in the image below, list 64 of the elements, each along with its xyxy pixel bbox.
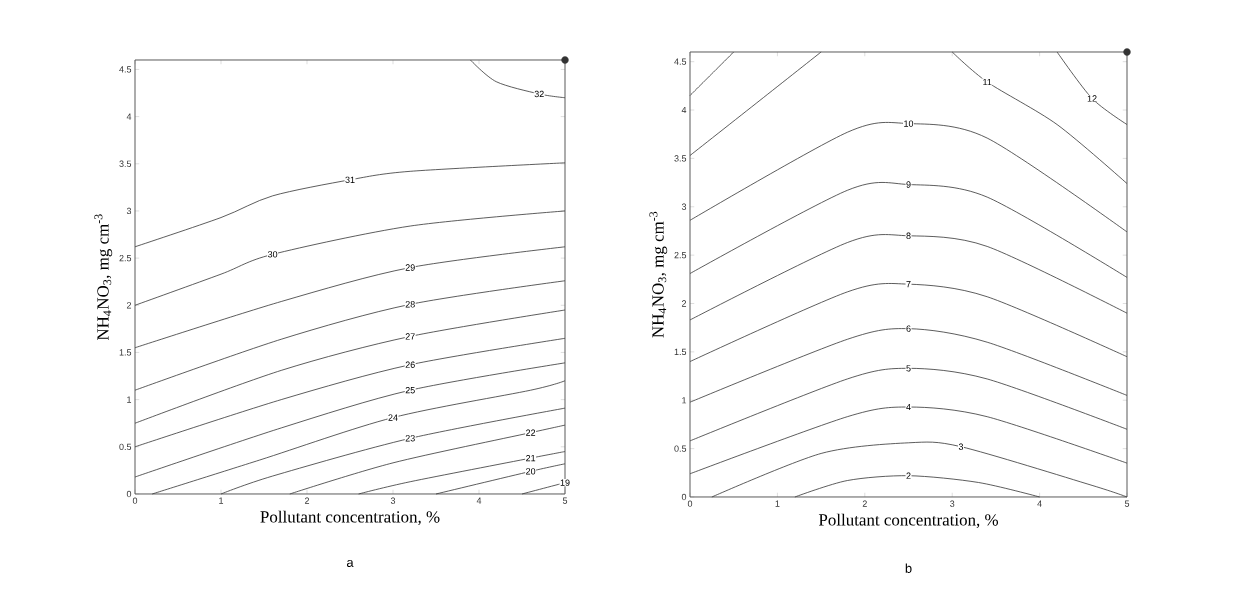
y-tick-label: 1.5 bbox=[119, 349, 132, 356]
x-tick-label: 5 bbox=[562, 497, 568, 504]
y-tick-label: 4 bbox=[126, 113, 132, 120]
line-series bbox=[470, 59, 566, 99]
y-tick-label: 2 bbox=[681, 300, 687, 307]
y-tick-label: 4.5 bbox=[674, 58, 687, 65]
y-tick-label: 2.5 bbox=[674, 251, 687, 259]
x-tick-label: 0 bbox=[687, 500, 693, 507]
series-label: 8 bbox=[906, 232, 911, 239]
x-tick-label: 5 bbox=[1124, 500, 1130, 507]
point bbox=[1123, 48, 1131, 56]
y-tick-label: 1.5 bbox=[674, 348, 687, 356]
point bbox=[561, 56, 569, 64]
x-tick-label: 3 bbox=[390, 497, 396, 504]
y-tick-label: 3.5 bbox=[674, 155, 687, 162]
y-tick-label: 3 bbox=[126, 207, 132, 215]
line-series bbox=[711, 441, 1128, 498]
line-series bbox=[134, 362, 566, 478]
x-tick-label: 3 bbox=[950, 500, 955, 507]
y-tick-label: 2 bbox=[126, 302, 132, 309]
series-label: 11 bbox=[983, 78, 992, 86]
text: b bbox=[905, 563, 912, 573]
series-label: 7 bbox=[906, 281, 911, 288]
series-label: 2 bbox=[906, 472, 911, 479]
x-tick-label: 4 bbox=[1037, 500, 1042, 507]
series-label: 30 bbox=[267, 251, 278, 258]
series-label: 5 bbox=[906, 365, 911, 372]
x-tick-label: 2 bbox=[304, 497, 310, 504]
y-tick-label: 1 bbox=[127, 396, 132, 403]
series-label: 19 bbox=[560, 479, 570, 486]
x-tick-label: 1 bbox=[775, 500, 780, 507]
y-tick-label: 3.5 bbox=[119, 160, 132, 167]
series-label: 24 bbox=[388, 414, 398, 421]
y-tick-label: 1 bbox=[682, 397, 687, 404]
series-label: 3 bbox=[958, 443, 964, 450]
series-label: 29 bbox=[405, 264, 415, 271]
series-label: 6 bbox=[906, 325, 911, 332]
series-label: 20 bbox=[526, 468, 536, 475]
x-tick-label: 0 bbox=[132, 497, 138, 504]
series-label: 9 bbox=[906, 181, 911, 188]
y-axis-title: NH$_{4}$NO$_{3}$, mg cm$^{-3}$ bbox=[94, 214, 113, 341]
series-label: 4 bbox=[906, 403, 911, 411]
series-label: 27 bbox=[405, 333, 415, 340]
text: a bbox=[346, 559, 354, 567]
x-axis-title: Pollutant concentration, % bbox=[260, 510, 440, 526]
y-tick-label: 0.5 bbox=[674, 445, 687, 452]
y-tick-label: 0 bbox=[126, 490, 132, 498]
series-label: 10 bbox=[904, 120, 914, 127]
y-tick-label: 0.5 bbox=[119, 443, 132, 450]
series-label: 12 bbox=[1087, 95, 1097, 102]
y-axis-title: NH$_{4}$NO$_{3}$, mg cm$^{-3}$ bbox=[649, 211, 668, 338]
x-axis-title: Pollutant concentration, % bbox=[818, 513, 999, 529]
line-series bbox=[134, 246, 566, 349]
y-tick-label: 2.5 bbox=[119, 254, 132, 262]
y-tick-label: 4 bbox=[681, 106, 687, 114]
x-tick-label: 2 bbox=[862, 500, 867, 507]
y-tick-label: 4.5 bbox=[119, 66, 132, 73]
series-label: 28 bbox=[405, 301, 415, 308]
line-series bbox=[134, 309, 566, 424]
x-tick-label: 4 bbox=[476, 497, 482, 504]
line-series bbox=[134, 210, 566, 306]
x-tick-label: 1 bbox=[219, 497, 224, 504]
y-tick-label: 3 bbox=[681, 203, 687, 210]
line-series bbox=[134, 162, 566, 248]
